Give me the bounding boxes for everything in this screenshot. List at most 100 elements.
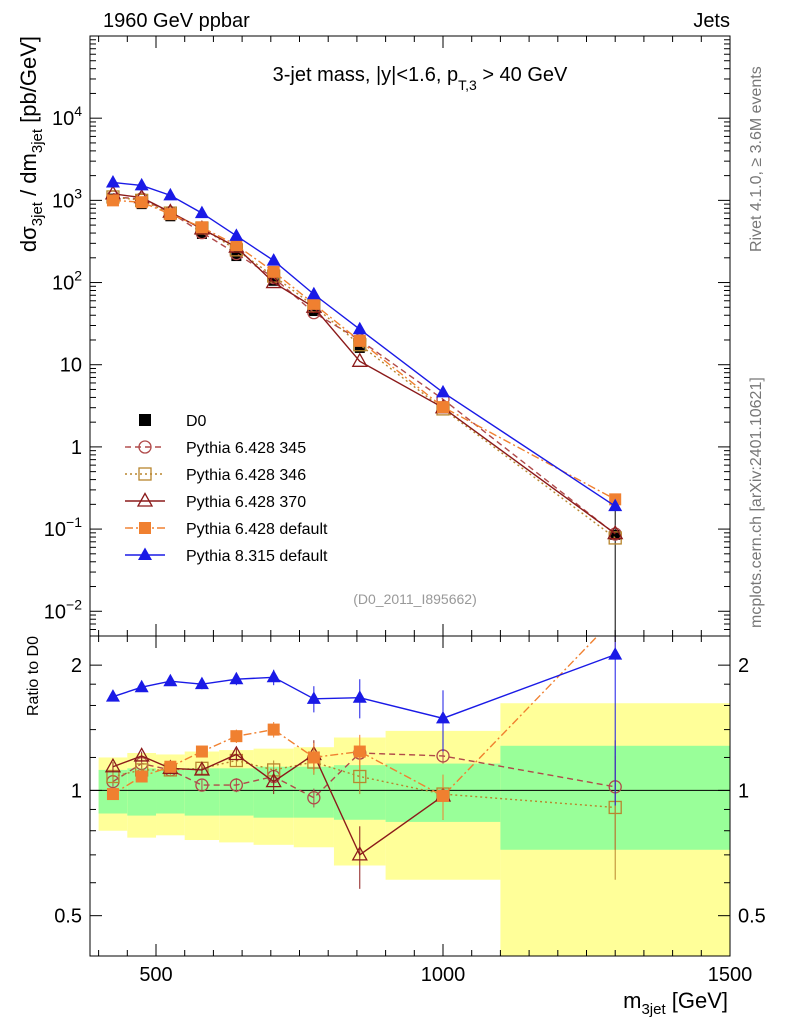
series-line-pythia-6-428-370: [112, 193, 616, 535]
ratio-line-pythia-6-428-default: [112, 636, 599, 797]
ratio-line-pythia-6-428-345: [112, 752, 616, 799]
axes: [89, 35, 731, 957]
series-line-pythia-6-428-346: [112, 196, 616, 539]
y-tick-label-main: 102: [52, 268, 82, 295]
x-axis-label: m3jet [GeV]: [623, 988, 728, 1018]
legend-marker: [138, 467, 152, 481]
series-point-pythia-8-315-default: [608, 498, 623, 512]
series-point-pythia-6-428-default: [164, 208, 177, 221]
ratio-line-pythia-6-428-346: [112, 759, 616, 809]
ratio-point-pythia-8-315-default: [194, 676, 209, 690]
legend-marker: [138, 547, 152, 560]
x-tick-label: 1000: [421, 964, 466, 986]
series-point-pythia-6-428-370: [607, 524, 624, 540]
series-point-pythia-8-315-default: [436, 384, 451, 398]
series-point-pythia-6-428-default: [437, 401, 450, 414]
ratio-point-pythia-8-315-default: [229, 671, 244, 685]
data-point-d0: [354, 342, 365, 353]
ratio-point-pythia-6-428-345: [195, 778, 209, 792]
data-point-d0: [308, 306, 319, 317]
legend-label: Pythia 6.428 default: [186, 521, 328, 538]
ratio-point-pythia-6-428-370: [351, 846, 368, 861]
ratio-y-axis-label: Ratio to D0: [25, 636, 42, 716]
legend: D0 Pythia 6.428 345 Pythia 6.428 346 Pythia…: [125, 413, 328, 565]
ratio-point-pythia-6-428-default: [164, 760, 177, 773]
ratio-point-pythia-8-315-default: [436, 710, 451, 724]
ratio-point-pythia-8-315-default: [163, 673, 178, 687]
x-tick-label: 500: [139, 964, 172, 986]
legend-label: Pythia 6.428 346: [186, 467, 306, 484]
y-tick-label-ratio-left: 1: [71, 780, 82, 802]
series-point-pythia-6-428-default: [195, 221, 208, 234]
ratio-point-pythia-6-428-370: [133, 747, 150, 762]
ratio-point-pythia-6-428-370: [265, 772, 282, 788]
series-point-pythia-8-315-default: [134, 177, 149, 191]
ratio-point-pythia-6-428-370: [228, 745, 245, 761]
series-point-pythia-8-315-default: [352, 321, 367, 335]
legend-label: Pythia 6.428 345: [186, 440, 306, 457]
ratio-frame: [89, 635, 731, 957]
y-tick-label-main: 10: [60, 355, 82, 377]
y-tick-label-ratio-right: 0.5: [738, 906, 766, 928]
ratio-uncertainty-bands: [90, 703, 730, 956]
y-tick-label-main: 104: [52, 103, 82, 130]
y-tick-label-main: 10−2: [44, 596, 82, 623]
series-point-pythia-6-428-default: [135, 196, 148, 209]
legend-label: D0: [186, 413, 207, 430]
series-point-pythia-6-428-default: [230, 239, 243, 252]
ratio-point-pythia-6-428-default: [267, 723, 280, 736]
legend-label: Pythia 6.428 370: [186, 494, 306, 511]
series-point-pythia-8-315-default: [266, 253, 281, 266]
ratio-point-pythia-6-428-default: [195, 745, 208, 758]
series-point-pythia-6-428-370: [265, 273, 282, 289]
ratio-band-inner: [156, 769, 185, 814]
header-right: Jets: [693, 10, 730, 32]
ratio-point-pythia-6-428-default: [135, 770, 148, 783]
ratio-point-pythia-8-315-default: [105, 689, 120, 702]
series-line-pythia-6-428-default: [112, 199, 616, 500]
y-tick-label-ratio-left: 2: [71, 655, 82, 677]
legend-marker: [139, 414, 151, 426]
ratio-point-pythia-6-428-346: [353, 769, 367, 784]
main-series-layer: [104, 174, 624, 636]
legend-marker: [138, 440, 152, 454]
legend-marker: [136, 492, 154, 507]
main-frame: [89, 35, 731, 637]
series-point-pythia-6-428-default: [353, 334, 366, 347]
ratio-series-layer: [104, 636, 623, 889]
ratio-point-pythia-6-428-345: [229, 778, 244, 792]
chart-title: 3-jet mass, |y|<1.6, pT,3 > 40 GeV: [273, 64, 568, 93]
chart-labels: 500 1000 1500 10−2 10−1 1 10 102 103 104 0.5 0.5 1 1 2…: [16, 36, 766, 1018]
ratio-line-pythia-8-315-default: [112, 653, 616, 720]
y-tick-label-main: 10−1: [44, 514, 82, 541]
ratio-point-pythia-6-428-default: [106, 788, 119, 801]
x-tick-label: 1500: [708, 964, 753, 986]
series-point-pythia-8-315-default: [194, 205, 209, 219]
ratio-point-pythia-6-428-370: [104, 757, 122, 773]
series-point-pythia-8-315-default: [105, 174, 120, 188]
ratio-point-pythia-6-428-default: [230, 730, 243, 743]
series-point-pythia-6-428-default: [307, 297, 320, 310]
ratio-point-pythia-8-315-default: [608, 647, 623, 660]
series-point-pythia-6-428-default: [106, 194, 119, 207]
series-point-pythia-6-428-370: [351, 352, 368, 367]
series-point-pythia-6-428-default: [267, 265, 280, 278]
series-line-pythia-8-315-default: [112, 181, 616, 507]
ratio-point-pythia-8-315-default: [134, 679, 149, 693]
series-point-pythia-8-315-default: [163, 187, 178, 201]
legend-label: Pythia 8.315 default: [186, 548, 328, 565]
legend-marker: [139, 522, 151, 534]
y-tick-label-ratio-left: 0.5: [54, 906, 82, 928]
data-point-d0: [268, 275, 279, 286]
ratio-point-pythia-8-315-default: [306, 691, 321, 704]
ratio-point-pythia-6-428-default: [353, 745, 366, 758]
ratio-point-pythia-8-315-default: [352, 690, 367, 703]
y-axis-label: dσ3jet / dm3jet [pb/GeV]: [16, 36, 46, 252]
ratio-point-pythia-6-428-default: [437, 789, 450, 802]
ratio-point-pythia-8-315-default: [266, 669, 281, 683]
header-left: 1960 GeV ppbar: [103, 10, 250, 32]
y-tick-label-ratio-right: 2: [738, 655, 749, 677]
y-tick-label-ratio-right: 1: [738, 780, 749, 802]
ratio-band-inner: [184, 768, 220, 816]
